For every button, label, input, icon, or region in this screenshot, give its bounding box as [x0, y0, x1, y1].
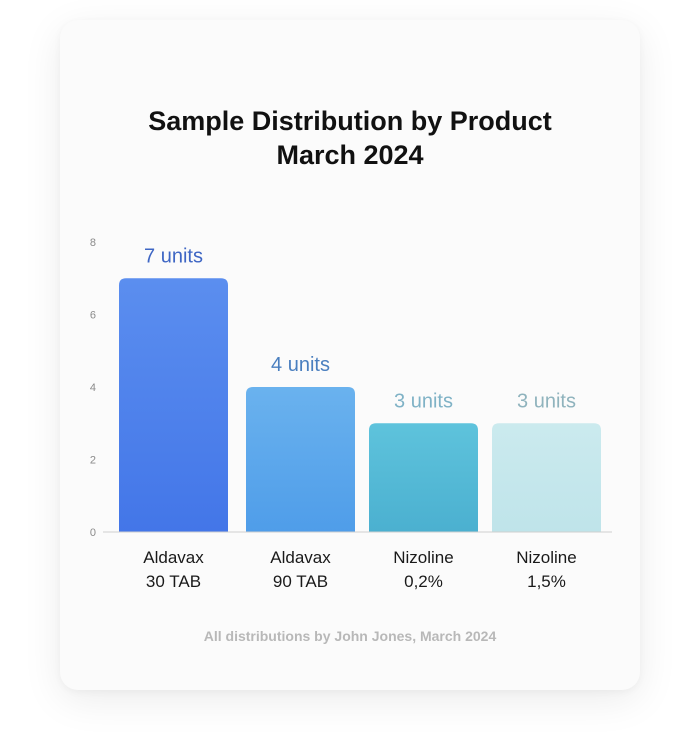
- x-tick-label: 90 TAB: [273, 572, 328, 591]
- bars: [119, 278, 601, 532]
- y-axis: 0 2 4 6 8: [90, 237, 96, 539]
- chart-title-line-2: March 2024: [276, 140, 424, 170]
- data-labels: 7 units 4 units 3 units 3 units: [144, 245, 576, 412]
- data-label: 3 units: [394, 390, 453, 412]
- bar: [369, 423, 478, 532]
- data-label: 4 units: [271, 354, 330, 376]
- data-label: 3 units: [517, 390, 576, 412]
- chart-title-line-1: Sample Distribution by Product: [148, 106, 552, 136]
- x-tick-label: Aldavax: [270, 548, 331, 567]
- chart-title: Sample Distribution by Product March 202…: [0, 104, 700, 172]
- bar: [246, 387, 355, 532]
- y-tick-label: 0: [90, 527, 96, 539]
- data-label: 7 units: [144, 245, 203, 267]
- x-tick-label: Aldavax: [143, 548, 204, 567]
- y-tick-label: 8: [90, 237, 96, 249]
- x-tick-label: Nizoline: [393, 548, 453, 567]
- x-tick-label: 0,2%: [404, 572, 443, 591]
- bar: [492, 423, 601, 532]
- x-tick-label: 30 TAB: [146, 572, 201, 591]
- x-axis-labels: Aldavax 30 TAB Aldavax 90 TAB Nizoline 0,2% Ni…: [143, 548, 576, 591]
- x-tick-label: 1,5%: [527, 572, 566, 591]
- y-tick-label: 6: [90, 310, 96, 322]
- bar: [119, 278, 228, 532]
- y-tick-label: 2: [90, 455, 96, 467]
- x-tick-label: Nizoline: [516, 548, 576, 567]
- footnote: All distributions by John Jones, March 2…: [203, 628, 497, 644]
- y-tick-label: 4: [90, 382, 96, 394]
